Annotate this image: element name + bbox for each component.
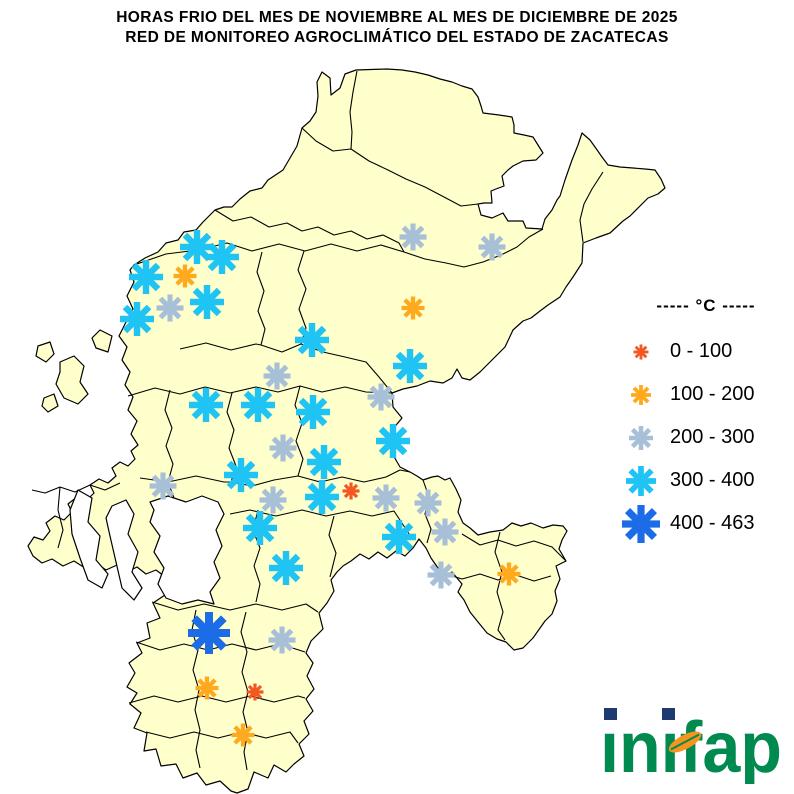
inifap-leaf-icon [668, 731, 702, 753]
legend-item-r5: 400 - 463 [618, 502, 794, 545]
station-marker [372, 484, 400, 512]
legend-label: 100 - 200 [670, 383, 755, 405]
station-marker [246, 683, 264, 701]
inifap-dot-i2 [662, 708, 675, 720]
station-marker [120, 302, 154, 336]
legend-asterisk-icon [622, 504, 660, 543]
legend-label: 300 - 400 [670, 469, 755, 491]
station-marker [382, 520, 416, 554]
map-gap [149, 495, 225, 605]
map-island [55, 355, 89, 405]
map-gap [105, 499, 143, 601]
map-gap [69, 489, 109, 589]
legend-asterisk-icon [631, 384, 651, 405]
state-outline [27, 68, 666, 794]
legend-label: 400 - 463 [670, 512, 755, 534]
legend-label: 0 - 100 [670, 340, 733, 362]
station-marker [376, 424, 410, 458]
station-marker [427, 561, 455, 589]
station-marker [342, 482, 360, 500]
station-marker [269, 434, 297, 462]
legend-item-r4: 300 - 400 [618, 459, 794, 502]
map-title-line2: RED DE MONITOREO AGROCLIMÁTICO DEL ESTAD… [125, 29, 669, 46]
legend-title: ----- °C ----- [656, 296, 756, 315]
station-marker [241, 388, 275, 422]
legend-item-r2: 100 - 200 [618, 373, 794, 416]
station-marker [431, 518, 459, 546]
station-marker [393, 349, 427, 383]
station-marker [263, 362, 291, 390]
station-marker [296, 395, 330, 429]
station-marker [414, 489, 442, 517]
station-marker [243, 511, 277, 545]
inifap-logo-text: ınıfap [600, 708, 782, 784]
station-marker [401, 296, 425, 320]
station-marker [269, 551, 303, 585]
legend-asterisk-icon [633, 344, 649, 359]
map-title-line1: HORAS FRIO DEL MES DE NOVIEMBRE AL MES D… [116, 9, 678, 26]
station-marker [129, 260, 163, 294]
map-title: HORAS FRIO DEL MES DE NOVIEMBRE AL MES D… [0, 8, 794, 48]
station-marker [497, 562, 521, 586]
legend-asterisk-icon [626, 465, 656, 496]
station-marker [231, 723, 255, 747]
station-marker [224, 458, 258, 492]
station-marker [478, 233, 506, 261]
station-marker [149, 472, 177, 500]
station-marker [367, 383, 395, 411]
map-island [35, 341, 55, 363]
inifap-logo-graphic: ınıfap [600, 708, 782, 788]
station-markers-layer [120, 223, 521, 747]
station-marker [259, 486, 287, 514]
station-marker [190, 285, 224, 319]
map-island [41, 393, 59, 413]
legend-label: 200 - 300 [670, 426, 755, 448]
station-marker [268, 626, 296, 654]
map-island [91, 329, 113, 353]
station-marker [205, 240, 239, 274]
station-marker [305, 480, 339, 514]
station-marker [156, 294, 184, 322]
legend-asterisk-icon [629, 425, 653, 450]
station-marker [295, 323, 329, 357]
inifap-dot-i1 [604, 708, 617, 720]
station-marker [399, 223, 427, 251]
station-marker [173, 264, 197, 288]
station-marker [189, 388, 223, 422]
legend: ----- °C ----- 0 - 100 100 - 200 200 - 300… [618, 296, 794, 545]
station-marker [195, 676, 219, 700]
station-marker [188, 612, 230, 654]
legend-item-r1: 0 - 100 [618, 330, 794, 373]
station-marker [307, 445, 341, 479]
legend-item-r3: 200 - 300 [618, 416, 794, 459]
inifap-logo: ınıfap [592, 700, 792, 788]
